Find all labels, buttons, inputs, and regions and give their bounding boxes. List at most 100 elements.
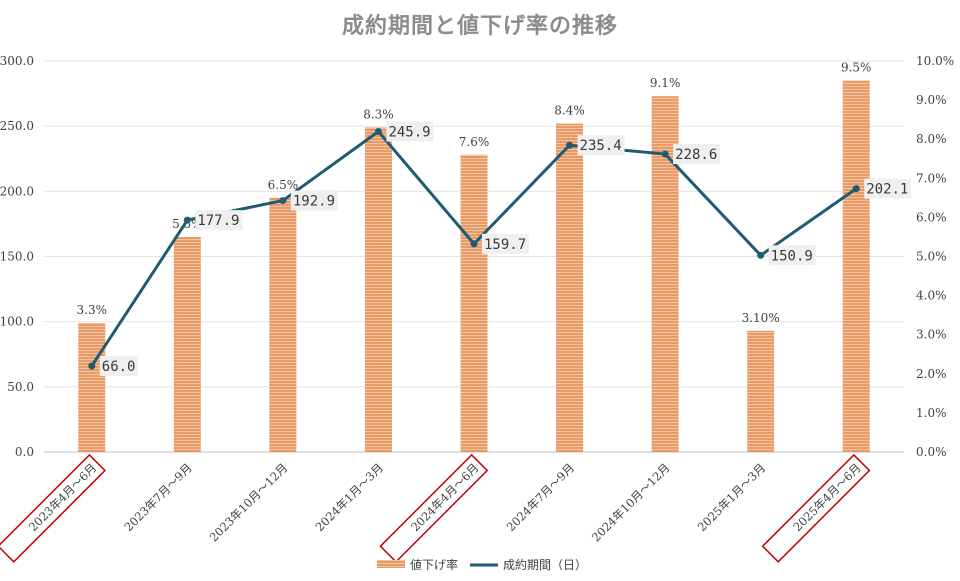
x-category-label: 2024年7月～9月 [504, 461, 577, 534]
line-point [852, 185, 860, 193]
bar [747, 330, 775, 452]
bar-data-label: 7.6% [459, 135, 490, 149]
chart-title: 成約期間と値下げ率の推移 [342, 13, 618, 39]
y-right-tick-label: 0.0% [916, 445, 947, 459]
y-left-tick-label: 100.0 [0, 315, 34, 329]
y-right-tick-label: 8.0% [916, 132, 947, 146]
line-point [88, 362, 96, 370]
line-label-bg [864, 178, 912, 199]
line-data-label: 235.4 [577, 135, 625, 156]
legend-bar-swatch [377, 560, 405, 568]
line-label-text: 228.6 [675, 147, 717, 163]
bar-data-label: 3.3% [77, 303, 108, 317]
x-category: 2024年10月～12月 [589, 461, 673, 545]
bar-data-label: 5.5% [172, 217, 203, 231]
line-point [757, 251, 765, 259]
bar [78, 322, 106, 452]
line-label-bg [768, 245, 816, 266]
legend: 値下げ率 成約期間（日） [377, 557, 587, 572]
bar [556, 123, 584, 452]
x-category-label: 2023年7月～9月 [121, 461, 194, 534]
x-category-label: 2023年4月～6月 [26, 461, 99, 534]
legend-line-label: 成約期間（日） [503, 557, 587, 572]
x-category-label: 2024年10月～12月 [589, 461, 673, 545]
line-label-layer: 66.0 177.9 192.9 245.9 159.7 235.4 228.6 150.9 2… [99, 121, 912, 376]
bar-data-label: 9.1% [650, 76, 681, 90]
line-data-label: 66.0 [99, 355, 139, 376]
y-right-tick-label: 6.0% [916, 210, 947, 224]
x-category-label: 2024年4月～6月 [408, 461, 481, 534]
line-point [279, 197, 287, 205]
y-axis-left: 0.0 50.0 100.0 150.0 200.0 250.0 300.0 [0, 54, 34, 459]
line-label-bg [577, 135, 625, 156]
line-label-text: 159.7 [484, 237, 526, 253]
line-data-label: 245.9 [386, 121, 434, 142]
line-data-label: 177.9 [195, 210, 243, 231]
line-label-text: 177.9 [197, 213, 239, 229]
line-data-label: 159.7 [482, 233, 529, 254]
line-label-text: 66.0 [102, 359, 136, 375]
y-left-tick-label: 50.0 [7, 380, 34, 394]
line-label-text: 245.9 [388, 125, 430, 141]
line-label-text: 192.9 [293, 194, 335, 210]
x-category: 2023年4月～6月 [0, 453, 107, 563]
y-axis-right: 0.0% 1.0% 2.0% 3.0% 4.0% 5.0% 6.0% 7.0% 8.0% 9.0%… [916, 54, 954, 459]
line-label-bg [99, 355, 139, 376]
line-data-label: 192.9 [290, 190, 338, 211]
x-axis: 2023年4月～6月 2023年7月～9月 2023年10月～12月 2024年1月～… [0, 453, 871, 563]
x-category-label: 2023年10月～12月 [207, 461, 291, 545]
line-label-text: 235.4 [580, 138, 622, 154]
line-point [470, 240, 478, 248]
line-label-text: 150.9 [771, 248, 813, 264]
x-category: 2024年4月～6月 [379, 453, 489, 563]
y-right-tick-label: 7.0% [916, 171, 947, 185]
legend-bar-label: 値下げ率 [410, 557, 458, 572]
highlight-box [761, 453, 871, 563]
y-left-tick-label: 0.0 [15, 445, 34, 459]
bar-data-label: 6.5% [268, 178, 299, 192]
bar [460, 154, 488, 452]
y-right-tick-label: 1.0% [916, 406, 947, 420]
line-point [566, 141, 574, 149]
y-right-tick-label: 9.0% [916, 93, 947, 107]
x-category: 2024年1月～3月 [313, 461, 386, 534]
line-label-bg [195, 210, 243, 231]
y-left-tick-label: 200.0 [0, 184, 34, 198]
y-right-tick-label: 2.0% [916, 367, 947, 381]
line-data-label: 202.1 [864, 178, 912, 199]
x-category: 2025年4月～6月 [761, 453, 871, 563]
bar [842, 80, 870, 453]
x-category: 2023年10月～12月 [207, 461, 291, 545]
bar-data-label: 8.4% [554, 104, 585, 118]
line-label-bg [290, 190, 338, 211]
x-category: 2024年7月～9月 [504, 461, 577, 534]
x-category-label: 2025年1月～3月 [695, 461, 768, 534]
line-label-bg [482, 233, 529, 254]
bar [269, 197, 297, 452]
line-point [661, 150, 669, 158]
highlight-box [379, 453, 489, 563]
x-category: 2025年1月～3月 [695, 461, 768, 534]
y-left-tick-label: 250.0 [0, 119, 34, 133]
bar-data-label: 8.3% [363, 107, 394, 121]
x-category-label: 2024年1月～3月 [313, 461, 386, 534]
line-point [374, 128, 382, 136]
bar [173, 236, 201, 452]
x-category: 2023年7月～9月 [121, 461, 194, 534]
y-right-tick-label: 3.0% [916, 328, 947, 342]
line-label-bg [673, 144, 721, 165]
y-left-tick-label: 300.0 [0, 54, 34, 68]
line-data-label: 150.9 [768, 245, 816, 266]
y-right-tick-label: 5.0% [916, 250, 947, 264]
bar [364, 127, 392, 452]
highlight-box [0, 453, 107, 563]
bar-label-layer: 3.3% 5.5% 6.5% 8.3% 7.6% 8.4% 9.1% 3.10% 9.5% [77, 61, 872, 325]
line-label-bg [386, 121, 434, 142]
bar-data-label: 9.5% [841, 61, 872, 75]
line-point [183, 216, 191, 224]
bar-data-label: 3.10% [742, 311, 780, 325]
y-left-tick-label: 150.0 [0, 250, 34, 264]
y-right-tick-label: 4.0% [916, 289, 947, 303]
